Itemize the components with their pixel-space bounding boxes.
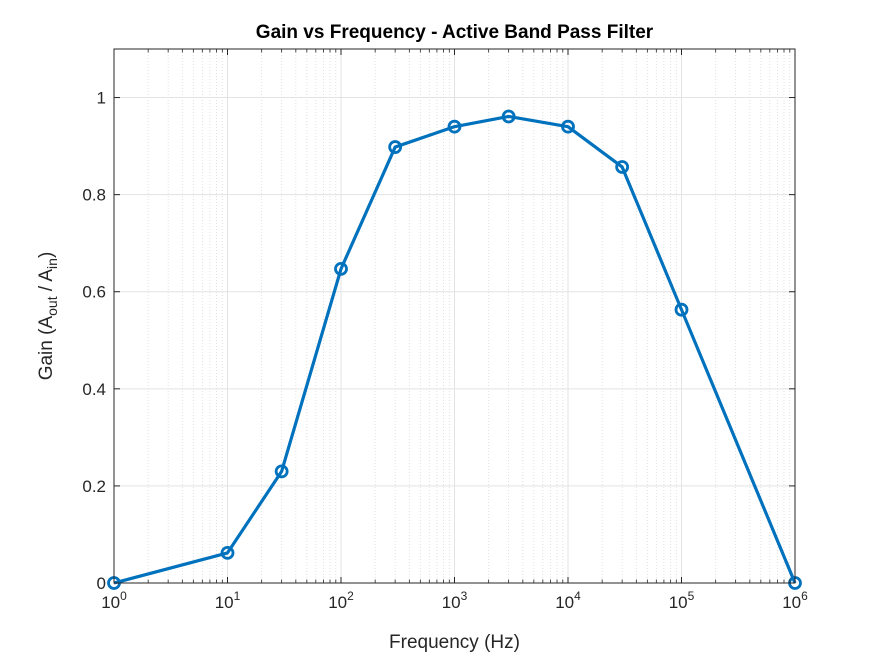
x-tick-base: 10 [555, 593, 574, 612]
data-point-marker [274, 464, 289, 479]
x-tick-exponent: 6 [801, 589, 808, 603]
x-tick-exponent: 2 [347, 589, 354, 603]
x-tick-exponent: 0 [120, 589, 127, 603]
x-axis-label: Frequency (Hz) [389, 632, 520, 653]
x-tick-exponent: 5 [688, 589, 695, 603]
x-tick-label: 101 [215, 589, 241, 612]
y-axis-label-prefix: Gain (A [36, 316, 57, 381]
chart-title: Gain vs Frequency - Active Band Pass Fil… [256, 22, 654, 43]
y-tick-label: 0 [97, 574, 106, 593]
data-point-marker [615, 160, 630, 174]
x-tick-exponent: 3 [461, 589, 468, 603]
y-tick-label: 0.2 [82, 477, 106, 496]
data-point-marker [220, 546, 235, 560]
x-tick-base: 10 [782, 593, 801, 612]
x-tick-exponent: 1 [234, 589, 241, 603]
x-tick-base: 10 [669, 593, 688, 612]
data-point-marker [501, 109, 516, 124]
x-tick-exponent: 4 [574, 589, 581, 603]
x-tick-label: 104 [555, 589, 581, 612]
series-line [113, 114, 797, 585]
y-axis-label-middle: / A [36, 269, 57, 297]
x-tick-base: 10 [101, 593, 120, 612]
x-tick-base: 10 [442, 593, 461, 612]
series-layer [107, 109, 802, 590]
x-tick-label: 105 [669, 589, 695, 612]
data-point-marker [334, 262, 348, 276]
y-axis-label-sub-out: out [44, 296, 60, 316]
y-tick-label: 0.4 [82, 380, 106, 399]
data-point-marker [561, 119, 575, 134]
plot-frame [113, 48, 796, 584]
x-tick-label: 106 [782, 589, 808, 612]
data-point-marker [674, 302, 689, 317]
x-tick-base: 10 [215, 593, 234, 612]
x-tick-label: 102 [328, 589, 354, 612]
y-tick-label: 1 [97, 89, 106, 108]
data-point-marker [388, 140, 403, 154]
y-axis-label-sub-in: in [44, 258, 60, 269]
x-tick-label: 100 [101, 589, 127, 612]
x-tick-base: 10 [328, 593, 347, 612]
y-tick-label: 0.8 [82, 186, 106, 205]
y-axis-label: Gain (Aout / Ain) [36, 252, 60, 381]
x-tick-label: 103 [442, 589, 468, 612]
data-point-marker [447, 119, 462, 134]
y-axis-label-suffix: ) [36, 252, 57, 258]
y-tick-label: 0.6 [82, 283, 106, 302]
